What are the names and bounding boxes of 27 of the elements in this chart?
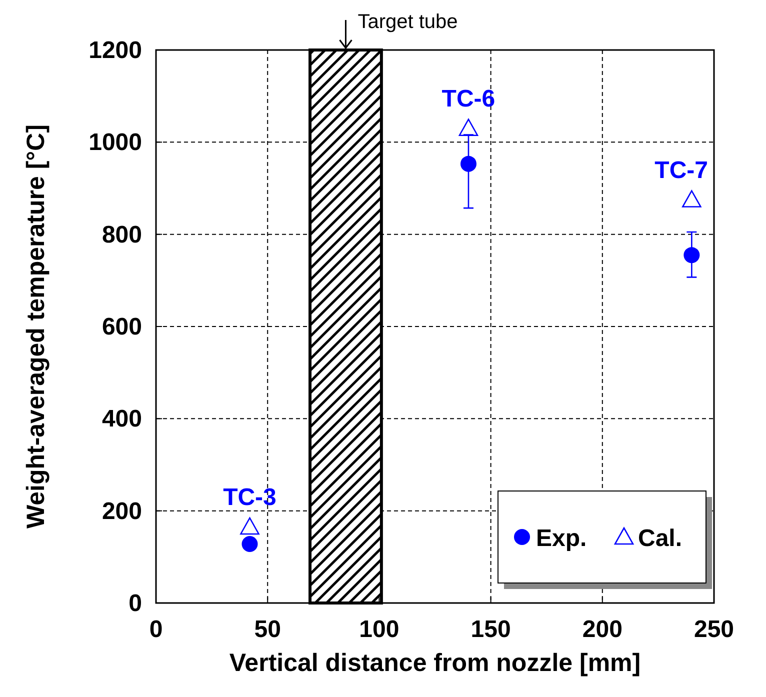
y-tick-label: 200 [102, 498, 142, 525]
x-tick-label: 50 [254, 616, 281, 643]
x-tick-label: 200 [582, 616, 622, 643]
point [460, 156, 476, 172]
y-tick-label: 400 [102, 406, 142, 433]
band-label: Target tube [358, 11, 458, 33]
y-tick-label: 600 [102, 314, 142, 340]
annotation: TC-7 [654, 156, 708, 184]
x-tick-label: 250 [694, 616, 734, 643]
x-tick-label: 0 [149, 616, 163, 643]
legend-label: Exp. [536, 525, 587, 552]
y-tick-label: 1200 [88, 37, 142, 64]
y-axis-title: Weight-averaged temperature [°C] [22, 124, 50, 529]
x-axis-title: Vertical distance from nozzle [mm] [229, 649, 641, 677]
y-tick-label: 1000 [88, 129, 142, 156]
annotation: TC-3 [223, 484, 276, 511]
legend-label: Cal. [638, 525, 682, 552]
point [684, 247, 700, 264]
y-tick-label: 0 [128, 590, 142, 617]
x-tick-label: 150 [470, 616, 511, 643]
point [240, 517, 260, 535]
annotation: TC-6 [442, 85, 496, 112]
x-tick-label: 100 [359, 616, 400, 643]
y-tick-label: 800 [102, 221, 142, 248]
point [682, 190, 702, 208]
point [458, 118, 478, 136]
point [242, 536, 258, 552]
